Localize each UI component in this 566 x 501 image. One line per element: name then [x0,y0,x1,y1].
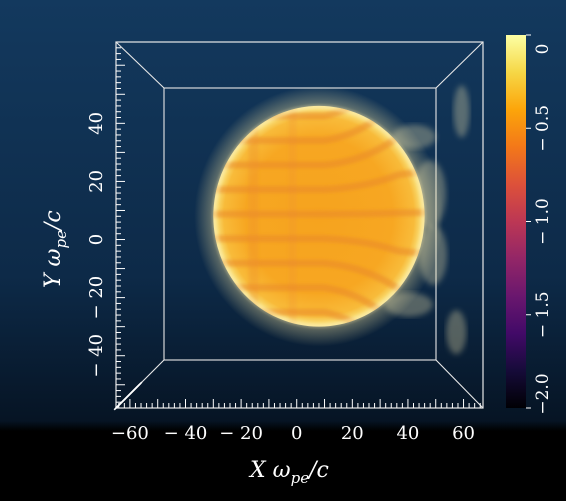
sphere-rim [213,105,425,327]
colorbar-tick-label: − 1.0 [533,198,553,245]
y-tick-label: 40 [86,112,107,135]
y-axis-label-main: Y ω [41,248,66,288]
stripe-4 [213,209,425,218]
box-edge-2 [435,359,484,409]
x-tick-label: − 40 [164,423,208,444]
emission-wisp-4 [453,85,470,138]
z-axis-tick [135,381,143,389]
y-tick-label: 0 [86,234,107,245]
colorbar-tick-label: − 1.5 [533,291,553,338]
volume-box [113,41,484,411]
x-tick-label: −60 [111,423,149,444]
x-tick-label: 40 [396,423,419,444]
x-tick-label: − 20 [219,423,263,444]
emission-wisp-2 [419,224,448,285]
stripe-5 [213,235,425,259]
emission-wisp-5 [446,310,467,355]
box-edge-0 [115,41,165,89]
emission-wisp-3 [384,292,433,317]
x-axis-label-main: X ω [248,458,291,483]
box-front-face [115,41,484,409]
colorbar-ticks: 0 − 0.5 − 1.0 − 1.5 −2.0 [526,34,553,415]
x-axis-label-tail: /c [307,458,329,483]
axis-ticks: −60 − 40 − 20 0 20 40 60 − 40 − 20 0 20 40 [86,47,481,444]
stripe-0 [213,105,425,120]
y-tick-label: 20 [86,170,107,193]
y-axis-label-tail: /c [41,210,66,232]
y-axis-label-sub: pe [52,230,70,249]
stripe-8 [213,308,425,327]
x-axis-label: X ωpe/c [248,458,329,487]
y-tick-label: − 40 [86,334,107,378]
x-tick-label: 0 [291,423,302,444]
y-tick-label: − 20 [86,276,107,320]
x-tick-label: 60 [452,423,475,444]
stripe-1 [213,105,425,144]
x-tick-label: 20 [341,423,364,444]
stripe-3 [213,166,425,194]
density-sphere [194,85,470,355]
colorbar-tick-label: − 0.5 [533,105,553,152]
y-axis-label: Y ωpe/c [41,210,70,288]
colorbar [506,35,526,408]
colorbar-tick-label: −2.0 [533,373,553,414]
x-axis-label-sub: pe [291,469,310,487]
box-edge-1 [435,41,484,89]
emission-wisp-0 [392,124,437,149]
colorbar-tick-label: 0 [533,44,553,55]
label-band [228,452,366,496]
